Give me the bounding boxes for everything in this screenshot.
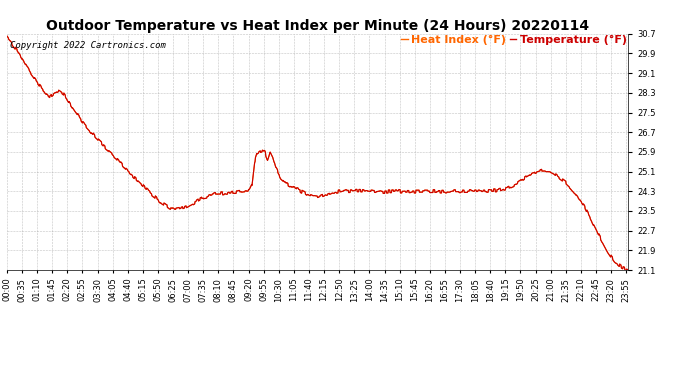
Text: Copyright 2022 Cartronics.com: Copyright 2022 Cartronics.com: [10, 41, 166, 50]
Legend: Heat Index (°F), Temperature (°F): Heat Index (°F), Temperature (°F): [402, 35, 627, 45]
Title: Outdoor Temperature vs Heat Index per Minute (24 Hours) 20220114: Outdoor Temperature vs Heat Index per Mi…: [46, 19, 589, 33]
